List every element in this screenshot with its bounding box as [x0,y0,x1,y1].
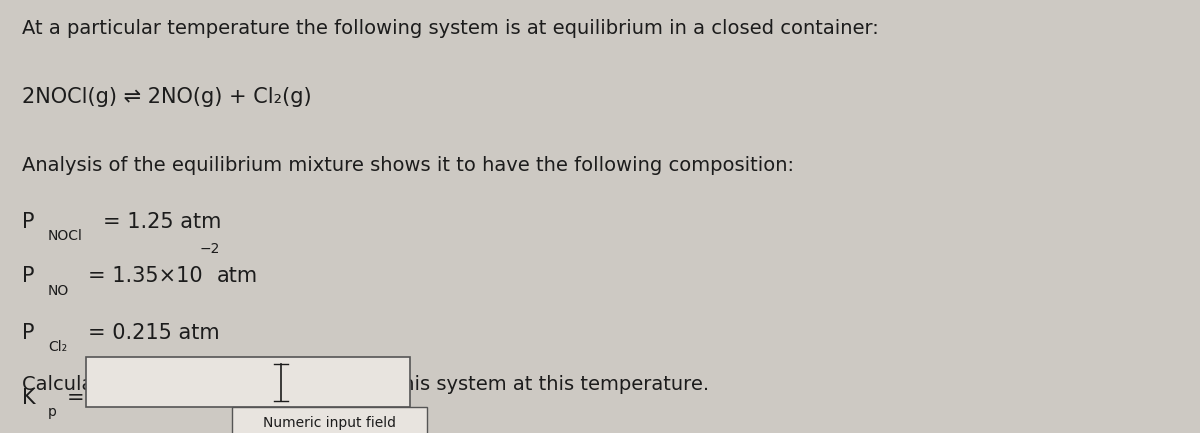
Text: P: P [22,323,34,343]
Text: Numeric input field: Numeric input field [263,416,396,430]
Text: p: p [340,392,348,406]
Text: NOCl: NOCl [48,229,83,243]
Text: for this system at this temperature.: for this system at this temperature. [355,375,709,394]
Text: Analysis of the equilibrium mixture shows it to have the following composition:: Analysis of the equilibrium mixture show… [22,156,793,175]
Text: atm: atm [217,266,258,286]
Text: P: P [22,212,34,232]
Text: P: P [22,266,34,286]
Text: Calculate the value of K: Calculate the value of K [22,375,254,394]
Text: −2: −2 [199,242,220,256]
Text: = 0.215 atm: = 0.215 atm [88,323,220,343]
Text: At a particular temperature the following system is at equilibrium in a closed c: At a particular temperature the followin… [22,19,878,39]
FancyBboxPatch shape [233,407,427,433]
Text: 2NOCl(g) ⇌ 2NO(g) + Cl₂(g): 2NOCl(g) ⇌ 2NO(g) + Cl₂(g) [22,87,311,107]
Text: =: = [67,388,85,407]
Text: NO: NO [48,284,70,297]
Text: Cl₂: Cl₂ [48,340,67,354]
Text: = 1.25 atm: = 1.25 atm [103,212,222,232]
Text: K: K [22,388,35,407]
Text: = 1.35×10: = 1.35×10 [88,266,203,286]
Text: p: p [48,405,56,419]
FancyBboxPatch shape [86,357,410,407]
